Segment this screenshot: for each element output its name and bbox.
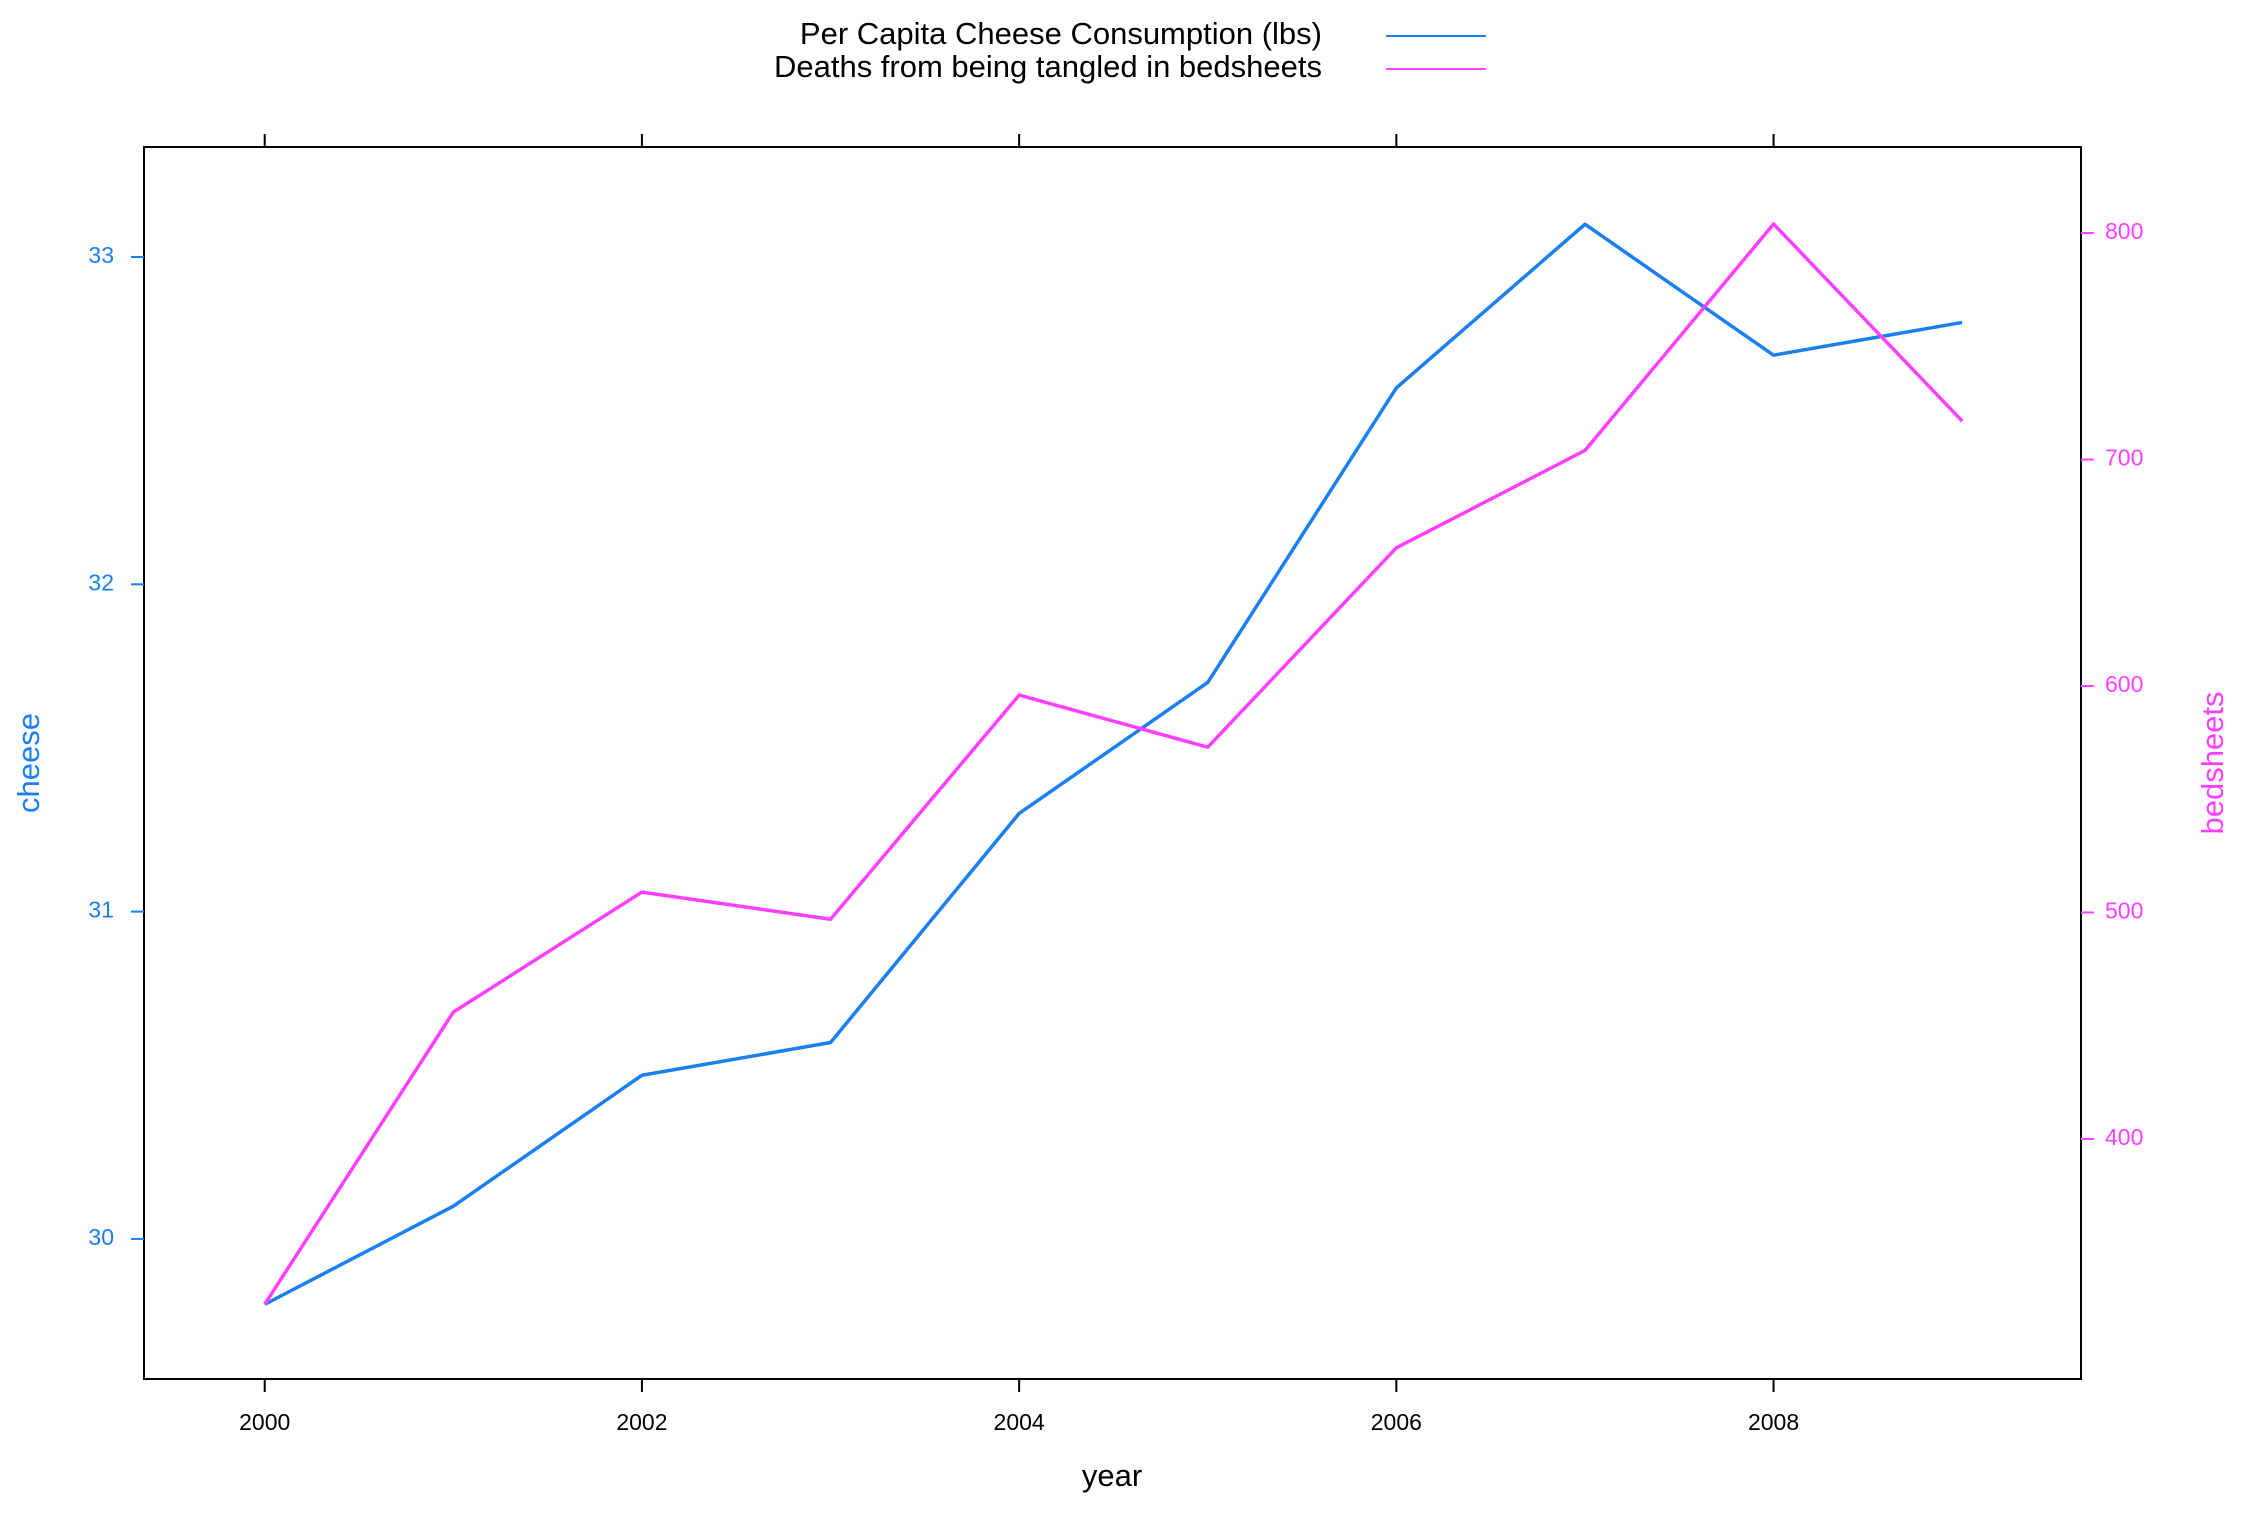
y-tick-label: 32 xyxy=(88,569,114,595)
x-tick-label: 2004 xyxy=(994,1409,1045,1435)
y-tick-label: 31 xyxy=(88,897,114,923)
series-line xyxy=(263,222,1963,1306)
y2-axis-label: bedsheets xyxy=(2195,691,2230,834)
x-tick-label: 2008 xyxy=(1748,1409,1799,1435)
y2-tick-label: 500 xyxy=(2105,898,2143,924)
x-tick-label: 2002 xyxy=(616,1409,667,1435)
x-tick-label: 2000 xyxy=(239,1409,290,1435)
y2-tick-label: 800 xyxy=(2105,218,2143,244)
x-axis-label: year xyxy=(1082,1458,1142,1493)
y2-tick-label: 600 xyxy=(2105,671,2143,697)
y-tick-label: 33 xyxy=(88,242,114,268)
legend-label: Deaths from being tangled in bedsheets xyxy=(774,49,1322,84)
plot-frame xyxy=(143,146,2082,1380)
y2-tick-label: 400 xyxy=(2105,1124,2143,1150)
y2-tick-label: 700 xyxy=(2105,445,2143,471)
legend-label: Per Capita Cheese Consumption (lbs) xyxy=(800,16,1322,51)
series-line xyxy=(263,222,1964,1306)
y-axis-label: cheese xyxy=(11,713,46,813)
x-tick-label: 2006 xyxy=(1371,1409,1422,1435)
y-tick-label: 30 xyxy=(88,1224,114,1250)
